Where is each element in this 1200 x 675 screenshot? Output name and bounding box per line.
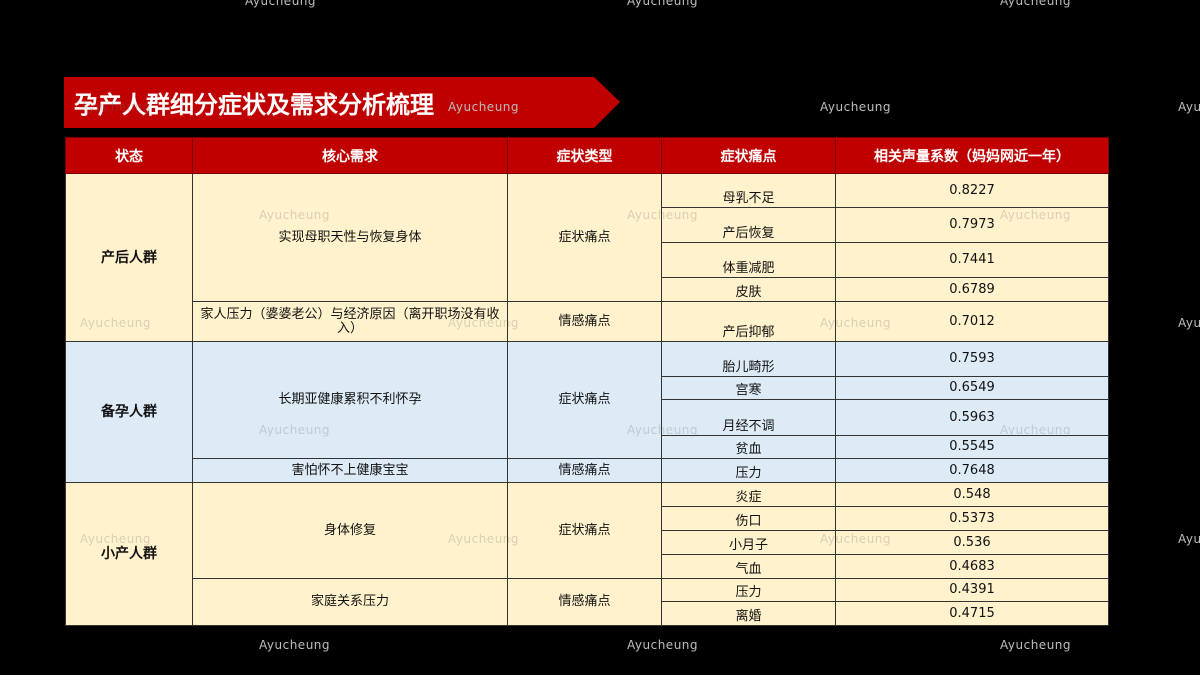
table-row: 家庭关系压力 情感痛点 压力 0.4391 xyxy=(66,578,1109,626)
pain-point-cell: 产后恢复 xyxy=(661,207,836,243)
watermark: Ayucheung xyxy=(1000,0,1072,8)
pain-point-cell: 压力 xyxy=(661,578,836,602)
header-symptom-type: 症状类型 xyxy=(507,137,662,174)
volume-coefficient-cell: 0.7441 xyxy=(835,242,1109,278)
table-row: 皮肤 0.6789 xyxy=(66,277,1109,302)
volume-coefficient-cell: 0.7648 xyxy=(835,458,1109,483)
volume-coefficient-cell: 0.5373 xyxy=(835,506,1109,531)
symptom-type-cell: 情感痛点 xyxy=(507,301,662,342)
pain-point-cell: 气血 xyxy=(661,554,836,579)
watermark: Ayucheung xyxy=(245,0,317,8)
volume-coefficient-cell: 0.6549 xyxy=(835,376,1109,400)
pain-point-cell: 皮肤 xyxy=(661,277,836,302)
header-volume-coefficient: 相关声量系数（妈妈网近一年） xyxy=(835,137,1109,174)
title-banner xyxy=(64,77,620,128)
page-title: 孕产人群细分症状及需求分析梳理 xyxy=(74,91,434,119)
volume-coefficient-cell: 0.5545 xyxy=(835,435,1109,459)
volume-coefficient-cell: 0.548 xyxy=(835,482,1109,507)
volume-coefficient-cell: 0.4391 xyxy=(835,578,1109,602)
watermark: Ayucheung xyxy=(627,638,699,652)
pain-point-cell: 产后抑郁 xyxy=(661,301,836,342)
table-row: 气血 0.4683 xyxy=(66,554,1109,579)
watermark: Ayucheung xyxy=(1178,316,1200,330)
core-need-cell: 家庭关系压力 xyxy=(192,578,508,626)
header-state: 状态 xyxy=(65,137,193,174)
pain-point-cell: 体重减肥 xyxy=(661,242,836,278)
core-need-cell: 害怕怀不上健康宝宝 xyxy=(192,458,508,483)
pain-point-cell: 胎儿畸形 xyxy=(661,341,836,377)
volume-coefficient-cell: 0.4683 xyxy=(835,554,1109,579)
watermark: Ayucheung xyxy=(820,100,892,114)
watermark: Ayucheung xyxy=(259,638,331,652)
watermark: Ayucheung xyxy=(1178,100,1200,114)
table-row: 体重减肥 0.7441 xyxy=(66,242,1109,278)
pain-point-cell: 伤口 xyxy=(661,506,836,531)
pain-point-cell: 小月子 xyxy=(661,530,836,555)
volume-coefficient-cell: 0.7012 xyxy=(835,301,1109,342)
table-row: 害怕怀不上健康宝宝 情感痛点 压力 0.7648 xyxy=(66,458,1109,483)
table-row: 离婚 0.4715 xyxy=(66,601,1109,626)
state-cell: 产后人群 xyxy=(65,173,193,342)
pain-point-cell: 压力 xyxy=(661,458,836,483)
table-row: 伤口 0.5373 xyxy=(66,506,1109,531)
volume-coefficient-cell: 0.536 xyxy=(835,530,1109,555)
volume-coefficient-cell: 0.4715 xyxy=(835,601,1109,626)
table-row: 家人压力（婆婆老公）与经济原因（离开职场没有收入） 情感痛点 产后抑郁 0.7012 xyxy=(66,301,1109,342)
symptom-type-cell: 症状痛点 xyxy=(507,341,662,459)
symptom-type-cell: 症状痛点 xyxy=(507,482,662,579)
volume-coefficient-cell: 0.7973 xyxy=(835,207,1109,243)
pain-point-cell: 宫寒 xyxy=(661,376,836,400)
core-need-cell: 实现母职天性与恢复身体 xyxy=(192,173,508,302)
volume-coefficient-cell: 0.6789 xyxy=(835,277,1109,302)
symptom-type-cell: 情感痛点 xyxy=(507,458,662,483)
watermark: Ayucheung xyxy=(627,0,699,8)
state-cell: 备孕人群 xyxy=(65,341,193,483)
symptom-needs-table: 状态 核心需求 症状类型 症状痛点 相关声量系数（妈妈网近一年） 产后人群 实现母… xyxy=(65,137,1109,626)
table-row: 产后人群 实现母职天性与恢复身体 症状痛点 母乳不足 0.8227 xyxy=(65,173,1109,342)
pain-point-cell: 母乳不足 xyxy=(661,173,836,208)
table-row: 贫血 0.5545 xyxy=(66,435,1109,459)
volume-coefficient-cell: 0.8227 xyxy=(835,173,1109,208)
pain-point-cell: 炎症 xyxy=(661,482,836,507)
table-row: 小月子 0.536 xyxy=(66,530,1109,555)
volume-coefficient-cell: 0.5963 xyxy=(835,399,1109,436)
table-row: 宫寒 0.6549 xyxy=(66,376,1109,400)
state-cell: 小产人群 xyxy=(65,482,193,626)
pain-point-cell: 月经不调 xyxy=(661,399,836,436)
watermark: Ayucheung xyxy=(1000,638,1072,652)
symptom-type-cell: 情感痛点 xyxy=(507,578,662,626)
header-pain-point: 症状痛点 xyxy=(661,137,836,174)
table-row: 月经不调 0.5963 xyxy=(66,399,1109,436)
table-row: 备孕人群 长期亚健康累积不利怀孕 症状痛点 胎儿畸形 0.7593 xyxy=(65,341,1109,483)
table-row: 产后恢复 0.7973 xyxy=(66,207,1109,243)
pain-point-cell: 离婚 xyxy=(661,601,836,626)
core-need-cell: 家人压力（婆婆老公）与经济原因（离开职场没有收入） xyxy=(192,301,508,342)
watermark: Ayucheung xyxy=(1178,532,1200,546)
table-header-row: 状态 核心需求 症状类型 症状痛点 相关声量系数（妈妈网近一年） xyxy=(65,137,1109,174)
symptom-type-cell: 症状痛点 xyxy=(507,173,662,302)
pain-point-cell: 贫血 xyxy=(661,435,836,459)
volume-coefficient-cell: 0.7593 xyxy=(835,341,1109,377)
core-need-cell: 身体修复 xyxy=(192,482,508,579)
header-core-need: 核心需求 xyxy=(192,137,508,174)
core-need-cell: 长期亚健康累积不利怀孕 xyxy=(192,341,508,459)
table-row: 小产人群 身体修复 症状痛点 炎症 0.548 xyxy=(65,482,1109,626)
